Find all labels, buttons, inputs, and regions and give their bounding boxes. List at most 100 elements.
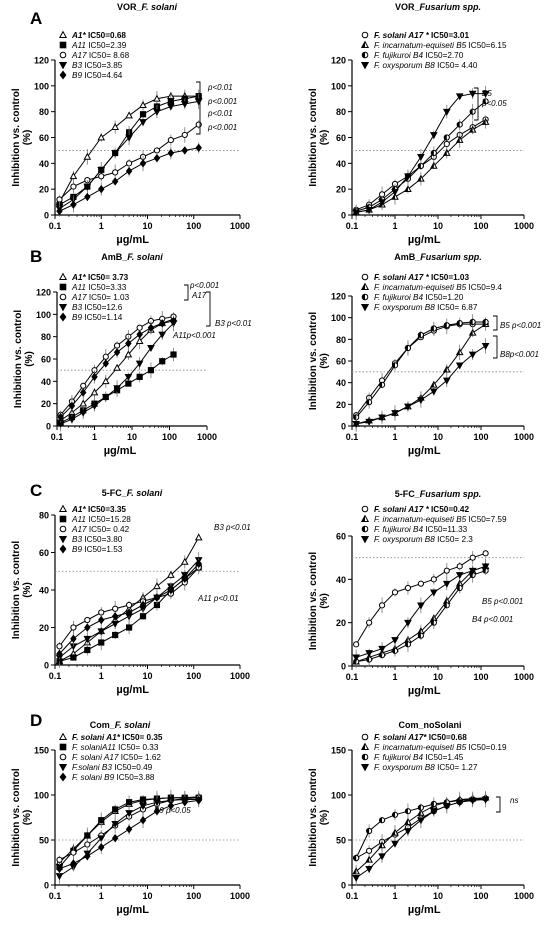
series-5: [56, 142, 202, 217]
legend-ic50: IC50= 1.62: [121, 753, 162, 762]
data-point: [139, 119, 147, 127]
x-tick-label: 100: [186, 671, 201, 681]
y-tick-label: 100: [36, 310, 51, 320]
data-point: [468, 125, 477, 133]
x-tick-label: 0.1: [51, 432, 64, 442]
y-tick-label: 40: [39, 586, 49, 596]
x-tick-label: 0.1: [346, 672, 359, 682]
legend-entry: F. solani A17* IC50=0.68: [374, 733, 467, 742]
y-tick-label: 20: [39, 623, 49, 633]
legend-marker: [58, 303, 68, 312]
data-point: [417, 580, 424, 587]
legend-marker: [58, 30, 68, 39]
data-point: [417, 632, 424, 639]
chart-title: AmB_Fusarium spp.: [394, 252, 482, 262]
legend-entry: F. solaniA11 IC50= 0.33: [72, 743, 159, 752]
legend-ic50: IC50= 0.42: [89, 525, 130, 534]
data-point: [365, 418, 373, 426]
y-tick-label: 0: [341, 662, 346, 672]
panel-letter-d: D: [30, 711, 42, 730]
data-point: [391, 840, 399, 848]
data-point: [468, 567, 477, 575]
x-tick-label: 100: [162, 432, 177, 442]
legend-entry: F. incarnatum-equiseti B5 IC50=0.19: [374, 743, 507, 752]
data-point: [391, 828, 399, 836]
data-point: [98, 173, 105, 180]
data-point: [153, 153, 161, 163]
legend-marker: [361, 525, 369, 533]
x-axis-label: µg/mL: [408, 685, 441, 697]
data-point: [125, 608, 133, 617]
data-point: [98, 615, 105, 625]
legend-name: B3: [72, 61, 84, 70]
x-tick-label: 1: [392, 432, 397, 442]
data-point: [482, 318, 489, 326]
legend-ic50: IC50=0.49: [114, 763, 152, 772]
y-tick-label: 80: [39, 511, 49, 521]
legend-name: A1*: [71, 273, 88, 282]
x-axis-label: µg/mL: [408, 904, 441, 916]
data-point: [135, 336, 144, 344]
data-point: [455, 362, 464, 370]
data-point: [56, 643, 63, 650]
data-point: [430, 149, 437, 157]
data-point: [391, 410, 399, 418]
data-point: [111, 123, 120, 131]
data-point: [391, 188, 399, 196]
data-point: [195, 121, 202, 128]
legend-name: F. solani A17 *: [374, 505, 431, 514]
data-point: [443, 134, 450, 141]
significance-bracket: [493, 335, 498, 359]
data-point: [404, 185, 412, 193]
legend-ic50: IC50=2.70: [425, 51, 463, 60]
data-point: [442, 148, 451, 156]
data-point: [456, 584, 463, 592]
chart-panel-5: 5-FC_F. solani 0 20 40 60 80 0.1 1 10 100 1000 µg/m…: [11, 488, 251, 696]
legend-ic50: IC50=6.15: [469, 41, 507, 50]
legend-marker: [58, 61, 68, 70]
data-point: [68, 416, 76, 424]
legend-ic50: IC50=4.64: [84, 71, 122, 80]
y-axis-label: Inhibition vs. control: [11, 768, 22, 867]
significance-bracket: [184, 284, 189, 301]
legend-marker: [59, 51, 67, 59]
data-point: [430, 619, 437, 626]
legend-name: B9: [72, 545, 84, 554]
data-point: [80, 382, 87, 389]
legend-ic50: IC50=0.68: [88, 31, 126, 40]
chart-title-plain: VOR_: [395, 2, 421, 12]
legend-ic50: IC50=11.33: [425, 525, 467, 534]
legend-entry: F. oxysporum B8 IC50= 6.87: [374, 303, 478, 312]
x-axis-label: µg/mL: [408, 234, 441, 246]
data-point: [353, 641, 360, 648]
data-point: [98, 639, 105, 646]
legend-entry: A17 IC50= 8.68: [71, 51, 130, 60]
x-tick-label: 0.1: [49, 221, 62, 231]
data-point: [125, 824, 133, 834]
data-point: [443, 140, 450, 148]
y-tick-label: 100: [34, 791, 49, 801]
x-tick-label: 1000: [230, 221, 250, 231]
x-tick-label: 100: [186, 891, 201, 901]
data-point: [481, 342, 490, 350]
data-point: [195, 559, 202, 568]
data-point: [482, 550, 489, 557]
legend-ic50: IC50= 6.87: [437, 303, 478, 312]
data-point: [56, 206, 63, 216]
y-axis-unit: (%): [319, 130, 330, 146]
legend-entry: B9 IC50=4.64: [72, 71, 123, 80]
data-point: [83, 183, 92, 191]
legend-entry: F. incarnatum-equiseti B5 IC50=6.15: [374, 41, 507, 50]
y-tick-label: 40: [39, 159, 49, 169]
data-point: [136, 324, 143, 331]
y-tick-label: 80: [39, 107, 49, 117]
x-tick-label: 100: [473, 672, 488, 682]
data-point: [404, 619, 412, 627]
data-point: [55, 873, 64, 881]
data-point: [378, 381, 386, 388]
data-point: [84, 616, 91, 624]
data-point: [70, 624, 77, 631]
legend-entry: F. oxysporum B8 IC50= 2.3: [374, 535, 473, 544]
chart-title-plain: AmB_: [394, 252, 421, 262]
data-point: [455, 799, 464, 807]
